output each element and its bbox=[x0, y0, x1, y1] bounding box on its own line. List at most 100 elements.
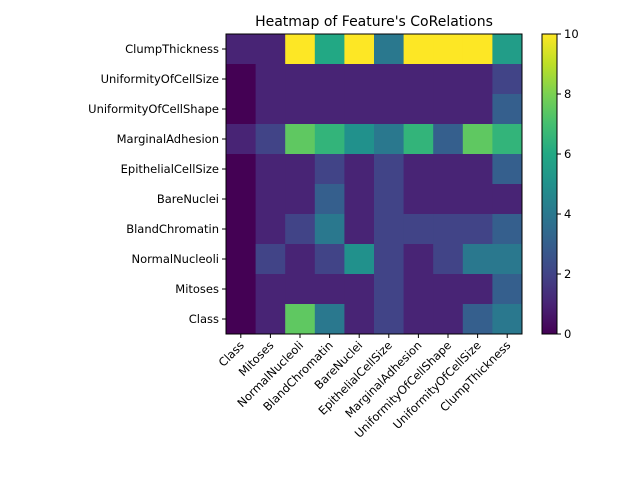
colorbar-tick-label: 2 bbox=[564, 267, 571, 281]
heatmap-cell bbox=[226, 124, 256, 155]
heatmap-cell bbox=[314, 64, 345, 95]
y-tick-label: BlandChromatin bbox=[126, 222, 219, 236]
heatmap-cell bbox=[433, 274, 464, 305]
y-tick-label: MarginalAdhesion bbox=[117, 132, 219, 146]
heatmap-cell bbox=[314, 214, 345, 245]
colorbar-tick-label: 4 bbox=[564, 207, 571, 221]
heatmap-cell bbox=[433, 184, 464, 215]
heatmap-cell bbox=[462, 274, 493, 305]
heatmap-cell bbox=[403, 274, 434, 305]
heatmap-cell bbox=[344, 214, 375, 245]
heatmap-cell bbox=[314, 304, 345, 335]
heatmap-cell bbox=[492, 244, 523, 275]
heatmap-cell bbox=[344, 274, 375, 305]
y-tick-label: NormalNucleoli bbox=[131, 252, 219, 266]
colorbar-ticks: 0 2 4 6 8 10 bbox=[557, 27, 579, 341]
heatmap-cell bbox=[285, 34, 316, 65]
colorbar-tick-label: 8 bbox=[564, 87, 571, 101]
heatmap-cell bbox=[255, 124, 286, 155]
heatmap-cell bbox=[285, 304, 316, 335]
colorbar-tick-label: 0 bbox=[564, 327, 571, 341]
heatmap-cell bbox=[344, 184, 375, 215]
heatmap-cell bbox=[285, 184, 316, 215]
heatmap-cell bbox=[374, 94, 404, 125]
heatmap-cell bbox=[433, 244, 464, 275]
y-tick-label: UniformityOfCellShape bbox=[88, 102, 219, 116]
heatmap-cell bbox=[374, 184, 404, 215]
plot-frame bbox=[225, 33, 523, 335]
y-axis-labels: ClumpThickness UniformityOfCellSize Unifor… bbox=[88, 42, 226, 326]
heatmap-cell bbox=[374, 124, 404, 155]
heatmap-cell bbox=[374, 274, 404, 305]
heatmap-cell bbox=[403, 64, 434, 95]
heatmap-cell bbox=[374, 154, 404, 185]
heatmap-cell bbox=[433, 64, 464, 95]
heatmap-cell bbox=[226, 274, 256, 305]
y-tick-label: Class bbox=[189, 312, 219, 326]
heatmap-cell bbox=[344, 64, 375, 95]
heatmap-cell bbox=[403, 94, 434, 125]
heatmap-cell bbox=[314, 154, 345, 185]
heatmap-cell bbox=[344, 244, 375, 275]
heatmap-cell bbox=[374, 64, 404, 95]
heatmap-cell bbox=[492, 64, 523, 95]
heatmap-cell bbox=[492, 304, 523, 335]
heatmap-cell bbox=[403, 124, 434, 155]
heatmap-cell bbox=[492, 94, 523, 125]
heatmap-cell bbox=[344, 304, 375, 335]
heatmap-cell bbox=[314, 244, 345, 275]
heatmap-cell bbox=[433, 154, 464, 185]
heatmap-cell bbox=[226, 304, 256, 335]
heatmap-cell bbox=[374, 244, 404, 275]
heatmap-cell bbox=[403, 244, 434, 275]
heatmap-cell bbox=[255, 184, 286, 215]
heatmap-cell bbox=[433, 304, 464, 335]
heatmap-cell bbox=[285, 214, 316, 245]
heatmap-cell bbox=[344, 124, 375, 155]
y-tick-label: UniformityOfCellSize bbox=[101, 72, 219, 86]
heatmap-cell bbox=[226, 244, 256, 275]
heatmap-cell bbox=[226, 34, 256, 65]
heatmap-cell bbox=[433, 94, 464, 125]
heatmap-cell bbox=[344, 34, 375, 65]
chart-title: Heatmap of Feature's CoRelations bbox=[255, 14, 493, 30]
heatmap-cell bbox=[492, 124, 523, 155]
heatmap-cell bbox=[226, 64, 256, 95]
heatmap-cell bbox=[462, 154, 493, 185]
heatmap-cell bbox=[403, 154, 434, 185]
heatmap-cell bbox=[255, 154, 286, 185]
heatmap-cell bbox=[285, 154, 316, 185]
heatmap-cell bbox=[344, 154, 375, 185]
heatmap-cell bbox=[433, 34, 464, 65]
colorbar-tick-label: 10 bbox=[564, 27, 579, 41]
heatmap-cell bbox=[255, 244, 286, 275]
heatmap-cell bbox=[285, 94, 316, 125]
heatmap-cell bbox=[403, 34, 434, 65]
heatmap-cell bbox=[285, 64, 316, 95]
heatmap-cell bbox=[255, 214, 286, 245]
heatmap-cell bbox=[314, 34, 345, 65]
y-tick-label: Mitoses bbox=[175, 282, 219, 296]
heatmap-cell bbox=[462, 214, 493, 245]
heatmap-cell bbox=[226, 214, 256, 245]
heatmap-cell bbox=[255, 304, 286, 335]
heatmap-cell bbox=[462, 124, 493, 155]
heatmap-cell bbox=[462, 64, 493, 95]
heatmap-cell bbox=[285, 124, 316, 155]
heatmap-cell bbox=[374, 34, 404, 65]
heatmap-cell bbox=[403, 304, 434, 335]
heatmap-cell bbox=[255, 274, 286, 305]
heatmap-cell bbox=[462, 94, 493, 125]
colorbar-tick-label: 6 bbox=[564, 147, 571, 161]
y-tick-label: BareNuclei bbox=[157, 192, 219, 206]
colorbar bbox=[541, 33, 558, 335]
heatmap-cell bbox=[226, 94, 256, 125]
heatmap-cell bbox=[314, 184, 345, 215]
heatmap-cell bbox=[226, 154, 256, 185]
heatmap-cell bbox=[255, 64, 286, 95]
heatmap-cell bbox=[255, 94, 286, 125]
y-tick-label: ClumpThickness bbox=[125, 42, 219, 56]
heatmap-cell bbox=[492, 34, 523, 65]
heatmap-cell bbox=[314, 94, 345, 125]
